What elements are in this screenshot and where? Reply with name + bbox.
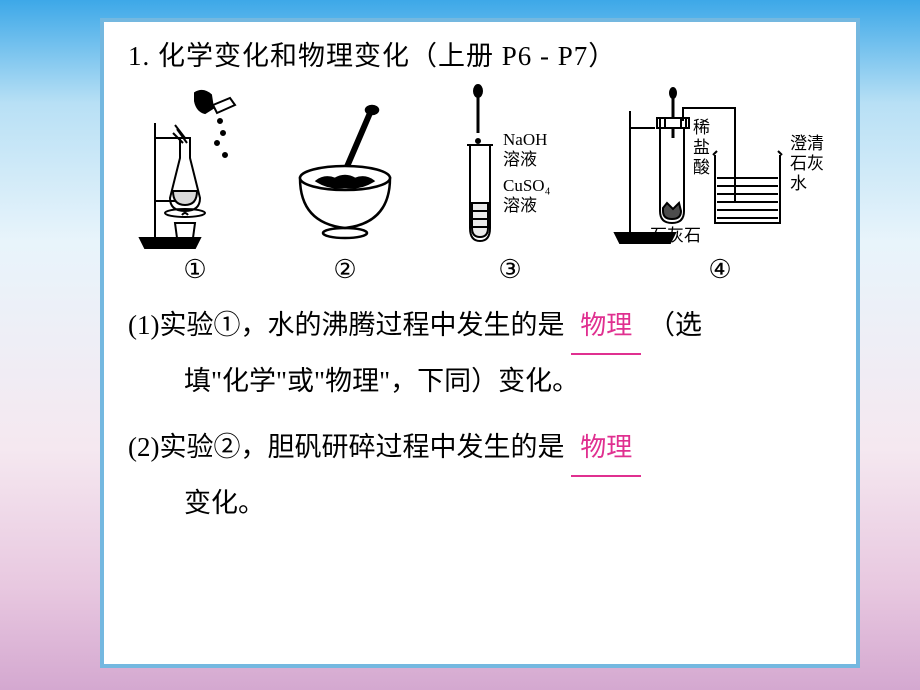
dilute-label-2: 盐 bbox=[693, 138, 710, 157]
q2-line2: 变化。 bbox=[128, 477, 832, 530]
boiling-water-svg bbox=[125, 83, 265, 253]
figure-1: ① bbox=[125, 83, 265, 285]
dilute-label-3: 酸 bbox=[693, 158, 710, 177]
figure-3-number: ③ bbox=[425, 255, 595, 285]
apparatus-svg: 稀 盐 酸 澄清 石灰 水 石灰石 bbox=[605, 83, 835, 253]
cuso4-label: CuSO₄ bbox=[503, 176, 551, 195]
section-title: 1. 化学变化和物理变化（上册 P6 - P7） bbox=[128, 34, 832, 73]
figure-3: NaOH 溶液 CuSO₄ 溶液 ③ bbox=[425, 83, 595, 285]
q2-answer: 物理 bbox=[580, 433, 632, 462]
limestone-label: 石灰石 bbox=[650, 226, 701, 245]
question-1: (1)实验①，水的沸腾过程中发生的是 物理 （选 填"化学"或"物理"，下同）变… bbox=[128, 299, 832, 407]
figure-4: 稀 盐 酸 澄清 石灰 水 石灰石 ④ bbox=[605, 83, 835, 285]
dilute-label-1: 稀 bbox=[693, 118, 710, 137]
limewater-2: 石灰 bbox=[790, 154, 824, 173]
question-2: (2)实验②，胆矾研碎过程中发生的是 物理 变化。 bbox=[128, 421, 832, 529]
solution-label-1: 溶液 bbox=[503, 150, 537, 169]
q1-prefix: (1)实验①，水的沸腾过程中发生的是 bbox=[128, 310, 564, 340]
mortar-pestle-svg bbox=[275, 83, 415, 253]
figure-2: ② bbox=[275, 83, 415, 285]
limewater-1: 澄清 bbox=[790, 134, 824, 153]
q1-line2: 填"化学"或"物理"，下同）变化。 bbox=[128, 355, 832, 408]
q1-blank: 物理 bbox=[571, 299, 641, 355]
naoh-label: NaOH bbox=[503, 130, 547, 149]
figure-2-number: ② bbox=[275, 255, 415, 285]
test-tube-svg: NaOH 溶液 CuSO₄ 溶液 bbox=[425, 83, 595, 253]
figure-row: ① ② bbox=[128, 83, 832, 285]
q2-blank: 物理 bbox=[571, 421, 641, 477]
limewater-3: 水 bbox=[790, 174, 807, 193]
q1-answer: 物理 bbox=[580, 311, 632, 340]
figure-1-number: ① bbox=[125, 255, 265, 285]
q1-suffix: （选 bbox=[648, 310, 702, 340]
slide-content: 1. 化学变化和物理变化（上册 P6 - P7） bbox=[100, 18, 860, 668]
figure-4-number: ④ bbox=[605, 255, 835, 285]
solution-label-2: 溶液 bbox=[503, 196, 537, 215]
q2-prefix: (2)实验②，胆矾研碎过程中发生的是 bbox=[128, 432, 564, 462]
